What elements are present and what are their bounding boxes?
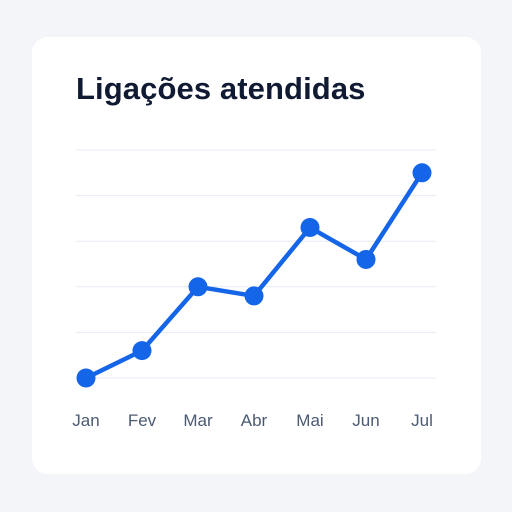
data-point-jul [412, 163, 432, 183]
grid-lines [76, 149, 436, 379]
x-tick-label-mar: Mar [183, 411, 213, 430]
x-tick-label-jul: Jul [411, 411, 433, 430]
data-point-abr [244, 286, 264, 306]
x-axis-labels: Jan Fev Mar Abr Mai Jun Jul [72, 411, 433, 430]
chart-card: Ligações atendidas [32, 37, 481, 474]
data-point-jun [356, 249, 376, 269]
x-tick-label-jan: Jan [72, 411, 99, 430]
data-points [76, 163, 432, 388]
x-tick-label-jun: Jun [352, 411, 379, 430]
data-point-jan [76, 368, 96, 388]
chart-title: Ligações atendidas [76, 71, 366, 106]
x-tick-label-abr: Abr [241, 411, 268, 430]
data-point-mar [188, 277, 208, 297]
x-tick-label-mai: Mai [296, 411, 323, 430]
data-point-fev [132, 341, 152, 361]
x-tick-label-fev: Fev [128, 411, 157, 430]
data-point-mai [300, 218, 320, 238]
